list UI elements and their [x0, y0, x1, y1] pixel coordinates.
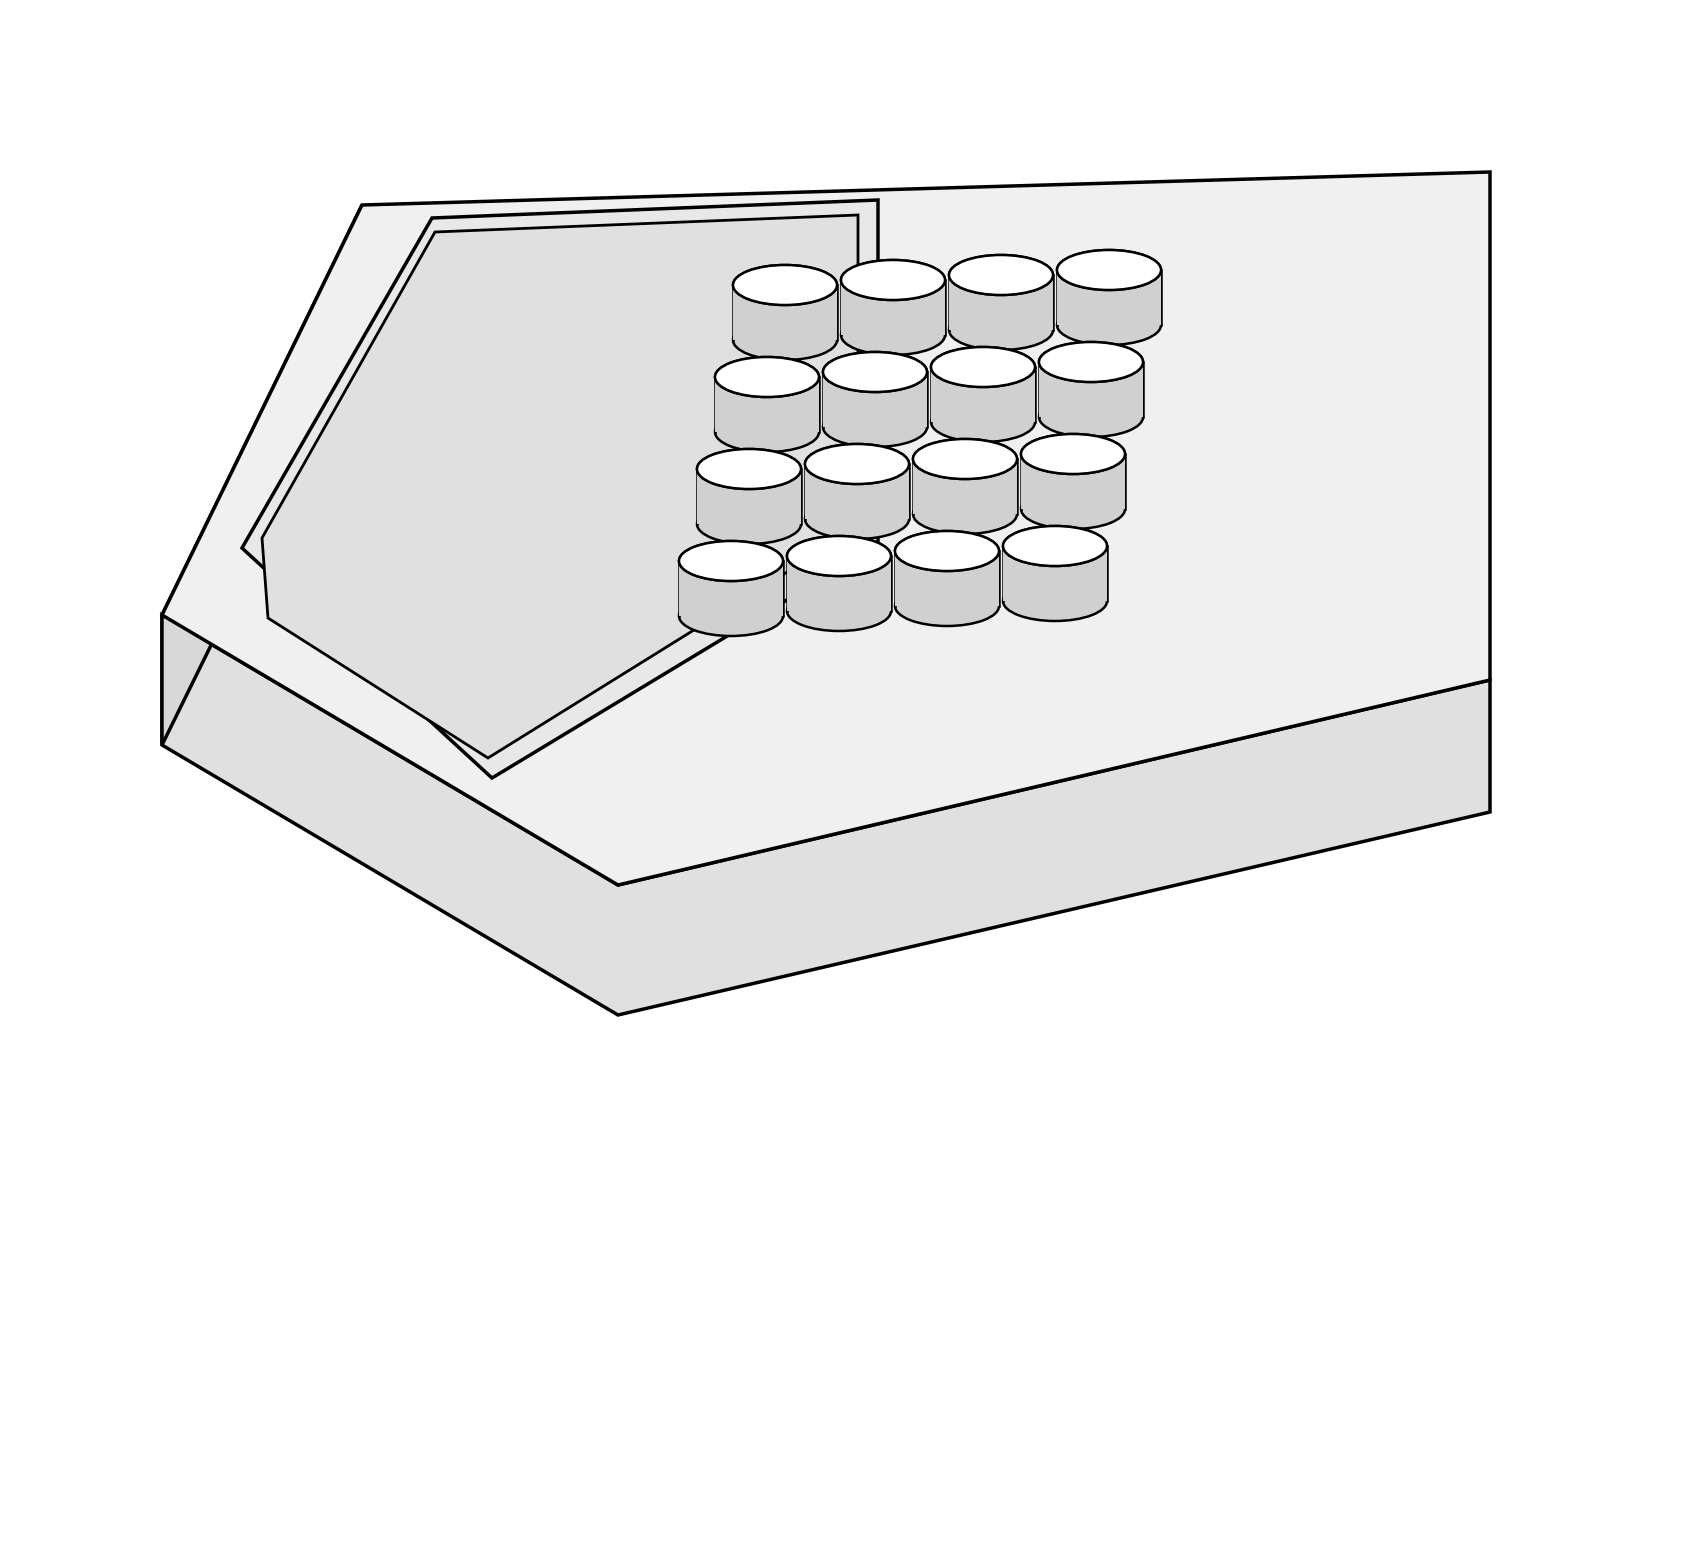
Ellipse shape: [1039, 342, 1143, 382]
Ellipse shape: [806, 500, 909, 539]
Ellipse shape: [806, 443, 909, 484]
Polygon shape: [787, 556, 891, 610]
Ellipse shape: [1003, 581, 1107, 621]
Polygon shape: [732, 286, 836, 340]
Polygon shape: [896, 551, 1000, 606]
Polygon shape: [1022, 454, 1126, 509]
Ellipse shape: [896, 531, 1000, 571]
Ellipse shape: [1058, 250, 1161, 290]
Ellipse shape: [1003, 526, 1107, 567]
Ellipse shape: [896, 585, 1000, 626]
Ellipse shape: [823, 351, 926, 392]
Polygon shape: [697, 468, 800, 524]
Ellipse shape: [896, 531, 1000, 571]
Polygon shape: [242, 200, 879, 777]
Ellipse shape: [697, 450, 800, 489]
Ellipse shape: [1039, 396, 1143, 437]
Ellipse shape: [715, 357, 819, 396]
Ellipse shape: [787, 535, 891, 576]
Ellipse shape: [787, 535, 891, 576]
Ellipse shape: [913, 439, 1017, 479]
Ellipse shape: [732, 265, 836, 304]
Polygon shape: [1039, 362, 1143, 417]
Ellipse shape: [732, 320, 836, 361]
Polygon shape: [806, 464, 909, 518]
Ellipse shape: [932, 347, 1035, 387]
Ellipse shape: [787, 592, 891, 631]
Polygon shape: [715, 378, 819, 432]
Ellipse shape: [1039, 342, 1143, 382]
Ellipse shape: [715, 357, 819, 396]
Polygon shape: [262, 215, 858, 759]
Polygon shape: [949, 275, 1052, 329]
Ellipse shape: [1003, 526, 1107, 567]
Ellipse shape: [806, 443, 909, 484]
Ellipse shape: [1022, 434, 1126, 475]
Ellipse shape: [679, 542, 783, 581]
Ellipse shape: [1058, 304, 1161, 345]
Polygon shape: [162, 172, 1490, 885]
Ellipse shape: [949, 254, 1052, 295]
Ellipse shape: [823, 407, 926, 446]
Ellipse shape: [913, 439, 1017, 479]
Polygon shape: [823, 372, 926, 428]
Ellipse shape: [1022, 434, 1126, 475]
Ellipse shape: [679, 542, 783, 581]
Polygon shape: [913, 459, 1017, 514]
Ellipse shape: [841, 315, 945, 354]
Polygon shape: [1003, 546, 1107, 601]
Ellipse shape: [949, 254, 1052, 295]
Polygon shape: [679, 560, 783, 617]
Ellipse shape: [1058, 250, 1161, 290]
Ellipse shape: [841, 261, 945, 300]
Ellipse shape: [932, 347, 1035, 387]
Polygon shape: [932, 367, 1035, 421]
Ellipse shape: [679, 596, 783, 635]
Ellipse shape: [715, 412, 819, 453]
Polygon shape: [1058, 270, 1161, 325]
Ellipse shape: [949, 311, 1052, 350]
Ellipse shape: [697, 504, 800, 543]
Ellipse shape: [697, 450, 800, 489]
Ellipse shape: [841, 261, 945, 300]
Polygon shape: [841, 279, 945, 336]
Ellipse shape: [913, 493, 1017, 534]
Ellipse shape: [1022, 489, 1126, 529]
Ellipse shape: [732, 265, 836, 304]
Ellipse shape: [823, 351, 926, 392]
Ellipse shape: [932, 403, 1035, 442]
Polygon shape: [162, 204, 363, 745]
Polygon shape: [162, 615, 1490, 1015]
